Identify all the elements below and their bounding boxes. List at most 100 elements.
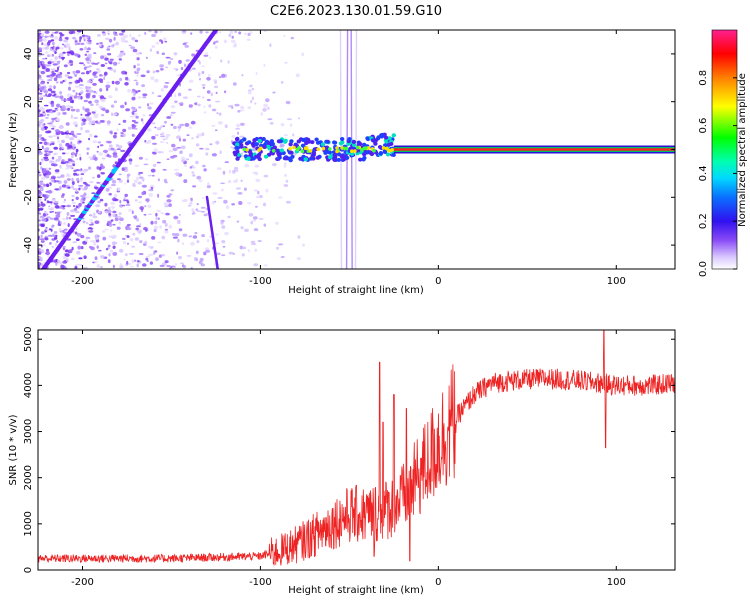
noise-dot	[110, 229, 113, 232]
noise-dot	[151, 122, 156, 125]
noise-dot	[199, 30, 203, 34]
noise-dot	[216, 167, 222, 170]
noise-dot	[178, 102, 184, 105]
noise-dot	[41, 158, 44, 161]
noise-dot	[149, 184, 155, 189]
noise-dot	[250, 31, 253, 35]
noise-dot	[253, 228, 259, 232]
snr-ytick-label: 3000	[23, 419, 34, 444]
noise-dot	[220, 221, 224, 225]
noise-dot	[60, 174, 65, 178]
noise-dot	[112, 134, 117, 139]
noise-dot	[113, 100, 117, 104]
noise-dot	[206, 76, 211, 81]
carrier-halo-dot	[378, 151, 384, 155]
noise-dot	[122, 237, 126, 240]
noise-dot	[86, 86, 92, 89]
noise-dot	[82, 220, 86, 224]
carrier-hot-dot	[271, 149, 276, 153]
noise-dot	[214, 80, 218, 84]
noise-dot	[78, 185, 84, 187]
noise-dot	[108, 235, 114, 238]
noise-dot	[97, 249, 102, 252]
noise-dot	[70, 209, 76, 213]
noise-dot	[80, 199, 83, 203]
noise-dot	[83, 255, 87, 259]
noise-dot	[61, 139, 65, 144]
noise-dot	[216, 252, 221, 256]
noise-dot	[39, 141, 43, 144]
carrier-halo-dot	[270, 141, 275, 146]
noise-dot	[246, 38, 251, 41]
noise-dot	[160, 40, 164, 44]
noise-dot	[101, 157, 106, 160]
noise-dot	[136, 260, 140, 263]
noise-dot	[176, 74, 181, 77]
noise-dot	[108, 38, 113, 43]
noise-dot	[101, 31, 106, 34]
noise-dot	[108, 253, 111, 257]
noise-dot	[115, 215, 121, 218]
carrier-halo-dot	[290, 154, 295, 159]
noise-dot	[47, 130, 52, 134]
noise-dot	[172, 147, 178, 152]
noise-dot	[215, 91, 218, 95]
noise-dot	[53, 93, 57, 96]
noise-dot	[183, 63, 187, 68]
noise-dot	[164, 82, 170, 84]
noise-dot	[121, 30, 126, 33]
noise-dot	[127, 242, 129, 245]
carrier-halo-dot	[351, 139, 357, 144]
noise-dot	[72, 241, 78, 244]
noise-dot	[111, 206, 115, 210]
noise-dot	[46, 143, 51, 146]
noise-dot	[191, 67, 196, 70]
spectrogram-ytick-label: -40	[23, 237, 34, 253]
noise-dot	[75, 238, 80, 241]
snr-xtick-label: -100	[249, 577, 272, 588]
noise-dot	[202, 197, 205, 200]
noise-dot	[278, 196, 283, 199]
noise-dot	[51, 70, 55, 75]
noise-dot	[178, 214, 181, 216]
noise-dot	[85, 92, 91, 96]
noise-dot	[50, 163, 56, 167]
carrier-halo-dot	[235, 142, 240, 147]
noise-dot	[219, 76, 222, 79]
noise-dot	[257, 240, 262, 242]
noise-dot	[112, 223, 116, 226]
noise-dot	[205, 147, 210, 151]
noise-dot	[38, 264, 41, 269]
noise-dot	[154, 220, 158, 225]
carrier-halo-dot	[320, 142, 326, 147]
noise-dot	[156, 161, 161, 164]
noise-dot	[215, 140, 220, 145]
noise-dot	[39, 238, 45, 241]
noise-dot	[67, 166, 73, 169]
noise-dot	[86, 50, 90, 53]
noise-dot	[67, 158, 71, 162]
noise-dot	[240, 105, 245, 110]
noise-dot	[258, 218, 264, 220]
noise-dot	[200, 206, 206, 209]
noise-dot	[164, 181, 168, 184]
noise-dot	[73, 116, 78, 120]
noise-dot	[122, 128, 127, 133]
noise-dot	[220, 59, 223, 63]
noise-dot	[155, 216, 158, 221]
noise-dot	[267, 118, 273, 121]
noise-dot	[92, 82, 97, 86]
noise-dot	[165, 56, 171, 59]
noise-dot	[88, 214, 93, 217]
carrier-halo-dot	[332, 140, 337, 145]
noise-dot	[38, 74, 42, 78]
noise-dot	[89, 219, 93, 222]
carrier-halo-dot	[358, 157, 363, 162]
noise-dot	[127, 126, 132, 130]
noise-dot	[106, 81, 110, 84]
noise-dot	[232, 82, 237, 86]
noise-dot	[252, 219, 257, 222]
snr-ytick-label: 4000	[23, 373, 34, 398]
noise-dot	[164, 260, 169, 264]
